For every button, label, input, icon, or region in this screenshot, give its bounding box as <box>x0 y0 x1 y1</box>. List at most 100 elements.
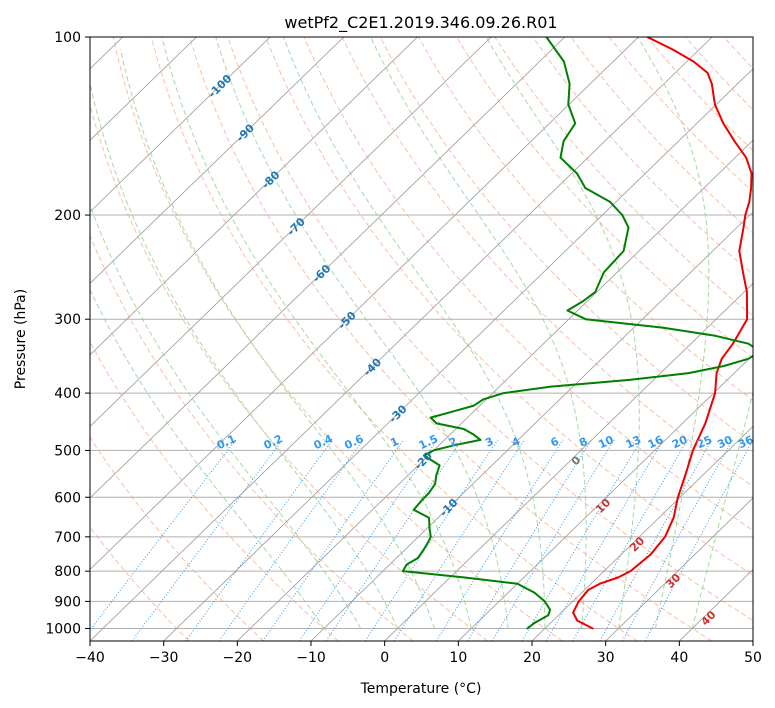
x-tick-label: −20 <box>223 650 253 666</box>
isotherm-line <box>90 37 197 141</box>
moist-adiabat-line <box>370 37 587 629</box>
mixing-ratio-line <box>621 439 733 641</box>
y-tick-label: 900 <box>54 594 81 610</box>
dry-adiabat-line <box>90 103 488 641</box>
dewpoint-point <box>594 291 597 294</box>
x-tick-label: 0 <box>380 650 389 666</box>
dewpoint-point <box>472 433 475 436</box>
y-tick-label: 100 <box>54 30 81 46</box>
temperature-point <box>714 392 717 394</box>
moist-adiabat-line <box>215 37 509 629</box>
dewpoint-point <box>416 557 419 559</box>
dewpoint-point <box>516 582 519 585</box>
temperature-point <box>576 619 579 622</box>
dewpoint-point <box>562 140 565 143</box>
dewpoint-point <box>584 187 587 189</box>
temperature-point <box>706 72 709 74</box>
dewpoint-point <box>687 372 690 374</box>
temperature-point <box>731 342 734 345</box>
dewpoint-point <box>602 271 605 274</box>
moist-adiabat-line <box>485 37 640 629</box>
temperature-point <box>649 553 652 556</box>
mixing-ratio-line <box>491 439 615 641</box>
dewpoint-point <box>543 600 546 603</box>
mixing-ratio-label: 20 <box>670 433 690 451</box>
dewpoint-point <box>533 622 535 625</box>
isotherm-line <box>90 37 492 427</box>
isotherm-line <box>90 37 418 356</box>
dewpoint-point <box>747 342 750 345</box>
y-axis-label: Pressure (hPa) <box>13 289 29 389</box>
isotherm-line <box>384 282 753 641</box>
dry-adiabat-line <box>494 37 753 317</box>
dewpoint-point <box>562 60 565 63</box>
dry-adiabat-line <box>90 234 414 641</box>
dewpoint-point <box>479 439 482 441</box>
temperature-point <box>750 187 752 189</box>
temperature-point <box>733 140 736 143</box>
temperature-point <box>617 576 619 579</box>
temperature-point <box>744 214 747 216</box>
dewpoint-point <box>550 385 552 388</box>
dewpoint-point <box>472 404 475 407</box>
mixing-ratio-line <box>599 439 713 641</box>
mixing-ratio-label: 25 <box>695 433 714 451</box>
dewpoint-point <box>574 122 577 125</box>
dewpoint-point <box>423 454 425 457</box>
temperature-point <box>746 291 748 294</box>
temperature-point <box>713 103 716 106</box>
dewpoint-point <box>609 200 611 203</box>
temperature-point <box>750 172 753 175</box>
mixing-ratio-line <box>644 439 753 641</box>
dewpoint-point <box>435 474 438 476</box>
temperature-point <box>671 48 674 51</box>
mixing-ratio-line <box>131 439 283 641</box>
chart-title: wetPf2_C2E1.2019.346.09.26.R01 <box>284 13 557 33</box>
temperature-point <box>742 226 745 229</box>
dewpoint-point <box>429 535 432 538</box>
dry-adiabat-line <box>227 37 753 622</box>
dewpoint-point <box>547 614 550 617</box>
dewpoint-point <box>526 627 529 630</box>
dewpoint-point <box>584 318 587 321</box>
dewpoint-point <box>627 226 630 229</box>
dewpoint-point <box>568 82 571 85</box>
mixing-ratio-line <box>545 439 664 641</box>
dewpoint-point <box>482 398 485 401</box>
dewpoint-point <box>462 428 465 430</box>
x-tick-label: −40 <box>75 650 105 666</box>
dewpoint-point <box>559 156 562 159</box>
temperature-point <box>672 516 675 519</box>
dewpoint-point <box>428 516 430 519</box>
mixing-ratio-line <box>393 439 525 641</box>
dry-adiabat-line <box>303 37 753 532</box>
moist-adiabat-line <box>90 81 399 629</box>
y-tick-label: 300 <box>54 312 81 328</box>
dewpoint-point <box>405 563 408 566</box>
moist-adiabat-line <box>691 390 753 629</box>
temperature-point <box>710 82 713 85</box>
dewpoint-point <box>747 357 750 360</box>
temperature-point <box>742 271 744 274</box>
x-tick-label: 30 <box>597 650 615 666</box>
plot-frame <box>89 36 754 642</box>
isotherm-line <box>90 37 639 571</box>
dry-adiabat-line <box>90 436 264 641</box>
isotherm-line <box>531 425 753 641</box>
mixing-ratio-line <box>90 439 237 632</box>
moist-adiabat-line <box>282 37 546 629</box>
dewpoint-point <box>429 416 432 419</box>
x-tick-label: 50 <box>744 650 762 666</box>
dry-adiabat-line <box>90 526 190 641</box>
x-tick-label: 20 <box>523 650 541 666</box>
temperature-point <box>745 156 748 159</box>
y-tick-label: 800 <box>54 564 81 580</box>
dewpoint-point <box>427 492 430 494</box>
y-tick-label: 600 <box>54 490 81 506</box>
moist-adiabat-line <box>161 37 472 629</box>
dewpoint-point <box>426 543 428 545</box>
temperature-point <box>748 200 751 203</box>
mixing-ratio-line <box>572 439 688 641</box>
moist-adiabat-line <box>120 49 435 629</box>
